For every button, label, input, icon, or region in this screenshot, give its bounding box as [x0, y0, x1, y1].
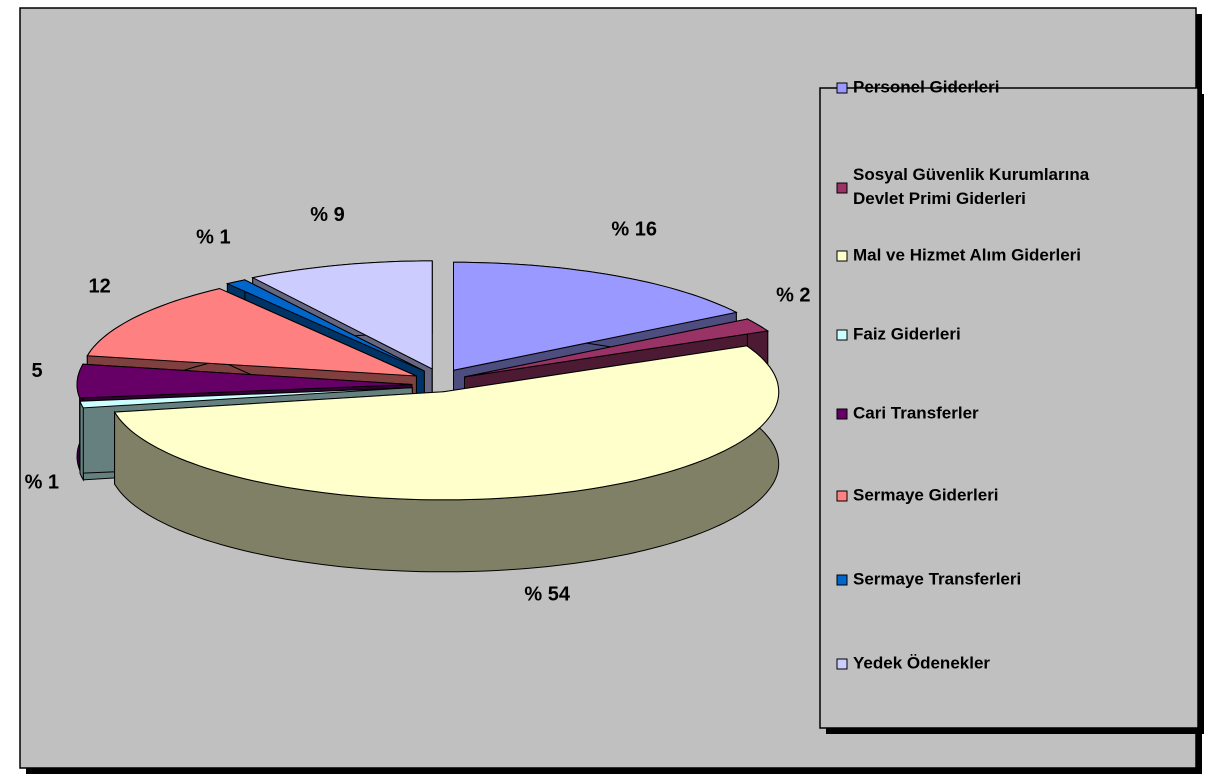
- legend-label: Cari Transferler: [853, 403, 979, 422]
- legend-label: Sermaye Transferleri: [853, 569, 1021, 588]
- legend-swatch: [836, 490, 848, 502]
- data-label: 12: [88, 275, 110, 297]
- data-label: % 2: [776, 284, 810, 306]
- legend-swatch: [836, 574, 848, 586]
- data-label: % 1: [25, 471, 59, 493]
- data-label: % 54: [524, 583, 570, 605]
- slice: [76, 363, 413, 399]
- data-label: % 16: [611, 218, 657, 240]
- legend-swatch: [836, 408, 848, 420]
- legend-label: Mal ve Hizmet Alım Giderleri: [853, 245, 1081, 264]
- legend: Personel Giderleri Sosyal Güvenlik Kuruml…: [836, 77, 1090, 672]
- legend-label: Sermaye Giderleri: [853, 485, 999, 504]
- slice: [251, 260, 433, 370]
- slice: [225, 279, 425, 372]
- legend-swatch: [836, 182, 848, 194]
- data-labels: % 16 % 2 % 54 % 1 5 12 % 1 % 9: [25, 204, 811, 605]
- legend-label: Faiz Giderleri: [853, 324, 961, 343]
- legend-box: [819, 87, 1199, 729]
- data-label: % 9: [310, 204, 344, 226]
- slice: [113, 345, 780, 501]
- legend-label-line: Devlet Primi Giderleri: [853, 189, 1026, 208]
- legend-label: Yedek Ödenekler: [853, 653, 990, 672]
- slice: [86, 288, 417, 377]
- slice: [79, 387, 413, 409]
- data-label: % 1: [196, 226, 230, 248]
- slice: [453, 261, 738, 371]
- legend-swatch: [836, 658, 848, 670]
- legend-swatch: [836, 82, 848, 94]
- slice: [464, 318, 770, 378]
- legend-label-line: Sosyal Güvenlik Kurumlarına: [853, 165, 1090, 184]
- legend-swatch: [836, 329, 848, 341]
- slice-side: [79, 401, 84, 482]
- pie-tops: [76, 260, 780, 501]
- legend-label: Personel Giderleri: [853, 77, 999, 96]
- data-label: 5: [31, 360, 42, 382]
- legend-swatch: [836, 250, 848, 262]
- legend-label: Sosyal Güvenlik Kurumlarına Devlet Primi …: [853, 165, 1090, 208]
